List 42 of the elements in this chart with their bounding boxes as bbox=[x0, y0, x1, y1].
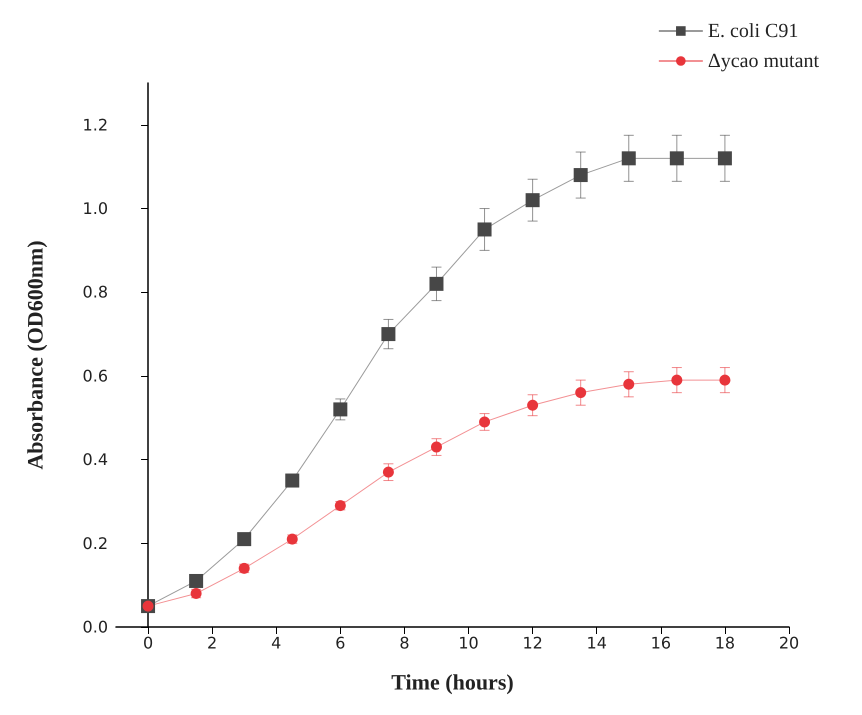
point bbox=[670, 151, 684, 166]
point bbox=[237, 532, 252, 546]
x-tick-label: 14 bbox=[586, 634, 607, 652]
point bbox=[623, 378, 634, 390]
point bbox=[671, 374, 682, 386]
x-tick-label: 0 bbox=[142, 634, 154, 652]
point bbox=[479, 416, 490, 428]
point bbox=[382, 466, 394, 478]
point bbox=[381, 327, 396, 342]
y-tick-label: 0.6 bbox=[82, 366, 108, 386]
x-axis-title: Time (hours) bbox=[391, 670, 514, 694]
x-tick-label: 12 bbox=[522, 634, 543, 652]
point bbox=[189, 574, 204, 588]
x-tick-label: 2 bbox=[207, 634, 218, 652]
y-axis-title: Absorbance (OD600nm) bbox=[22, 240, 48, 470]
y-tick-label: 1.2 bbox=[82, 115, 108, 134]
x-tick-label: 18 bbox=[714, 634, 736, 652]
x-tick-label: 16 bbox=[650, 634, 671, 652]
point bbox=[478, 222, 492, 236]
x-tick-label: 6 bbox=[335, 634, 346, 652]
legend-label: E. coli C91 bbox=[708, 20, 798, 42]
legend-label: Δycao mutant bbox=[708, 50, 820, 72]
point bbox=[526, 193, 540, 208]
y-tick-label: 0.4 bbox=[82, 450, 108, 470]
point bbox=[718, 151, 732, 166]
point bbox=[575, 387, 586, 398]
point bbox=[574, 168, 588, 182]
point bbox=[719, 374, 730, 386]
y-tick-label: 0.2 bbox=[82, 534, 108, 553]
y-tick-label: 0.8 bbox=[82, 282, 108, 302]
x-tick-label: 4 bbox=[271, 634, 282, 652]
point bbox=[429, 276, 444, 291]
point bbox=[527, 400, 538, 411]
point bbox=[333, 402, 348, 416]
point bbox=[285, 474, 300, 488]
x-tick-label: 10 bbox=[458, 634, 479, 652]
y-tick-label: 1.0 bbox=[82, 199, 108, 218]
y-tick-label: 0.0 bbox=[82, 618, 108, 636]
point bbox=[430, 442, 442, 453]
point bbox=[622, 151, 636, 166]
x-tick-label: 8 bbox=[399, 634, 410, 652]
x-tick-label: 20 bbox=[778, 634, 800, 652]
